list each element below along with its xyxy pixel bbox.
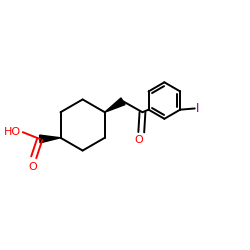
- Text: O: O: [28, 162, 37, 172]
- Polygon shape: [40, 135, 60, 143]
- Text: I: I: [196, 102, 199, 115]
- Text: O: O: [134, 135, 143, 145]
- Text: HO: HO: [4, 127, 21, 137]
- Polygon shape: [105, 98, 125, 112]
